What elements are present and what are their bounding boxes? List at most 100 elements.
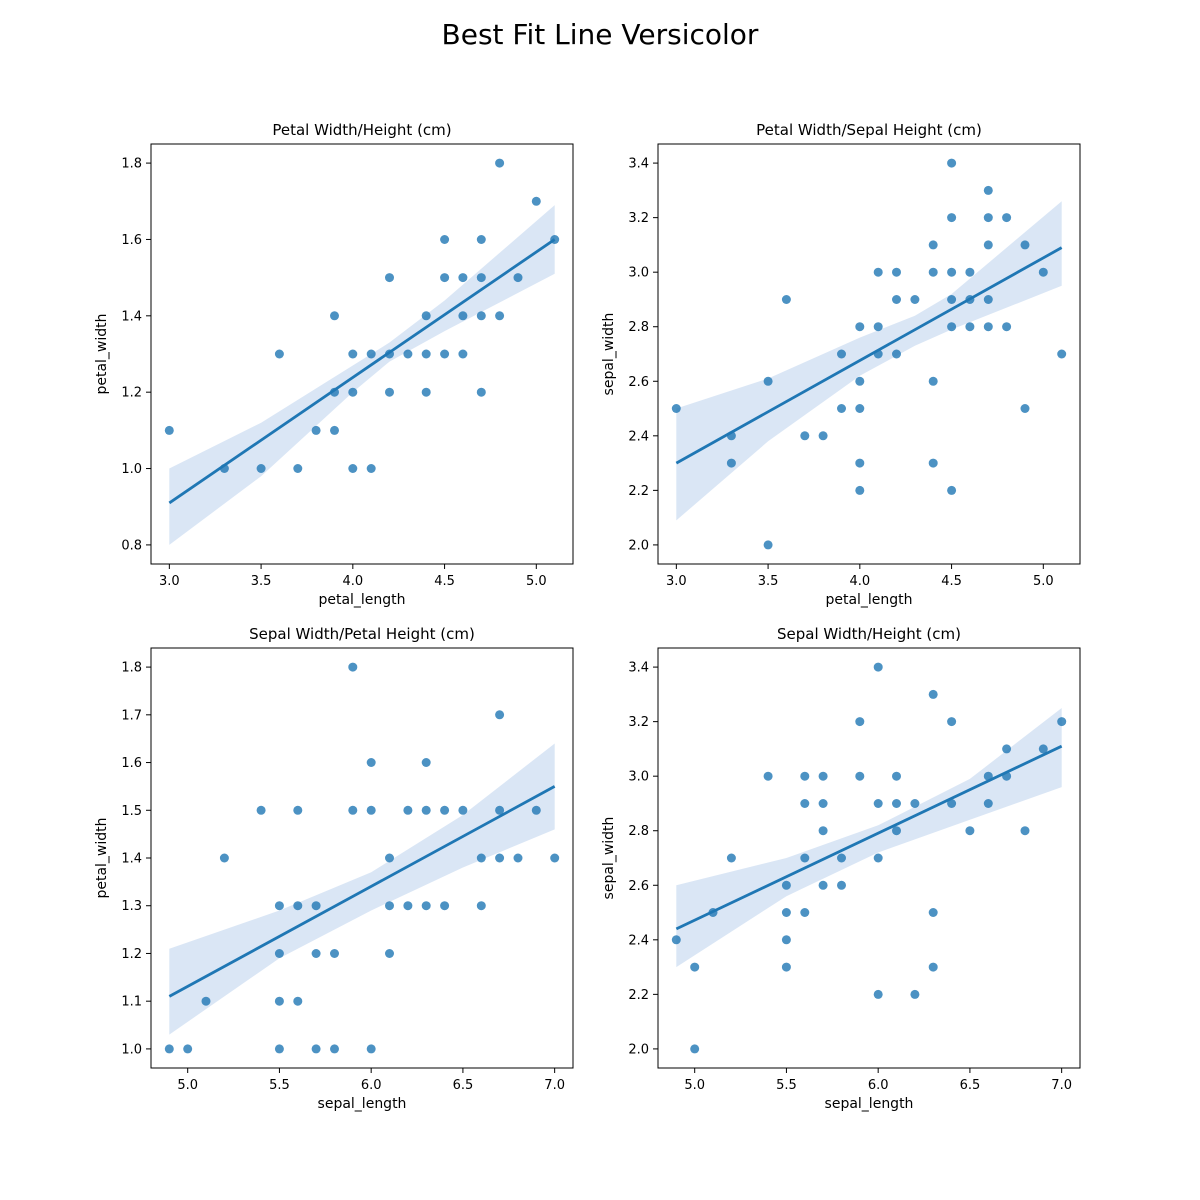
subplot-3: 5.0 5.5 6.0 6.5 7.0 1.0 1.1 1.2 1.3 1.4 1.5 1.6 1.7 1… [94,625,574,1112]
data-point [274,949,284,958]
y-tick-label: 2.2 [628,484,649,499]
data-point [892,771,901,781]
data-point [781,295,791,304]
x-tick-label: 5.0 [177,1078,198,1093]
y-tick-label: 1.0 [121,1042,142,1057]
data-point [330,311,339,321]
data-point [818,771,828,781]
x-tick-label: 5.5 [269,1078,290,1093]
data-point [348,387,358,397]
data-point [513,853,523,863]
x-tick-label: 4.5 [941,574,962,589]
data-point [421,387,431,397]
data-point [385,901,394,911]
data-point [274,996,284,1006]
data-point [440,349,450,359]
data-point [201,996,211,1006]
data-point [837,404,846,413]
data-point [983,322,993,332]
data-point [274,1044,284,1054]
data-point [421,901,431,911]
data-point [837,349,846,359]
data-point [1038,744,1048,754]
data-point [873,853,883,863]
x-tick-label: 6.0 [868,1078,889,1093]
data-point [928,908,938,917]
data-point [928,689,938,699]
subplot-1: 3.0 3.5 4.0 4.5 5.0 0.8 1.0 1.2 1.4 1.6 1.8 Petal W… [94,121,574,608]
y-tick-label: 3.4 [628,157,649,172]
data-point [763,771,773,781]
data-point [219,853,229,863]
y-tick-label: 1.2 [121,386,142,401]
data-point [293,901,303,911]
data-point [311,425,321,435]
data-point [800,908,810,917]
data-point [366,349,376,359]
subplot-title: Petal Width/Sepal Height (cm) [756,121,982,139]
axes-frame [657,647,1081,1069]
y-tick-label: 1.1 [121,995,142,1010]
data-point [873,799,883,808]
y-tick-label: 2.4 [628,429,649,444]
axes-frame [657,143,1081,565]
data-point [348,349,358,359]
data-point [892,349,901,359]
data-point [1002,213,1012,223]
data-point [947,485,957,495]
data-point [330,425,339,435]
y-tick-label: 2.6 [628,375,649,390]
data-point [495,158,505,168]
y-tick-label: 2.8 [628,824,649,839]
data-point [726,458,736,468]
y-tick-label: 3.2 [628,715,649,730]
data-point [928,267,938,277]
data-point [385,853,394,863]
fit-line [168,238,556,505]
data-point [366,758,376,767]
y-axis-label: sepal_width [601,817,617,900]
data-point [403,805,413,815]
data-point [947,322,957,332]
data-point [366,805,376,815]
y-tick-label: 3.2 [628,211,649,226]
y-tick-label: 1.8 [121,157,142,172]
x-tick-label: 4.5 [434,574,455,589]
data-point [385,273,394,283]
data-point [855,458,865,468]
data-point [983,213,993,223]
data-point [256,464,266,473]
data-point [855,717,865,727]
data-point [550,853,560,863]
data-point [311,1044,321,1054]
data-point [311,901,321,911]
data-point [1057,349,1067,359]
data-point [892,826,901,836]
data-point [837,853,846,863]
y-tick-label: 1.3 [121,899,142,914]
data-point [495,805,505,815]
data-point [274,901,284,911]
y-axis-label: petal_width [94,313,110,394]
y-tick-label: 3.4 [628,661,649,676]
x-axis-label: petal_length [825,592,912,608]
y-tick-label: 1.4 [121,309,142,324]
data-point [330,1044,339,1054]
data-point [690,1044,700,1054]
x-tick-label: 7.0 [544,1078,565,1093]
x-axis-label: sepal_length [825,1096,914,1112]
x-tick-label: 4.0 [849,574,870,589]
x-tick-label: 5.0 [1033,574,1054,589]
confidence-band [169,205,555,545]
data-point [928,458,938,468]
y-tick-label: 2.6 [628,879,649,894]
y-tick-label: 1.2 [121,947,142,962]
data-point [910,295,920,304]
x-tick-label: 5.0 [684,1078,705,1093]
subplot-title: Sepal Width/Petal Height (cm) [249,625,475,643]
x-axis-label: sepal_length [318,1096,407,1112]
data-point [855,322,865,332]
data-point [274,349,284,359]
data-point [873,662,883,672]
